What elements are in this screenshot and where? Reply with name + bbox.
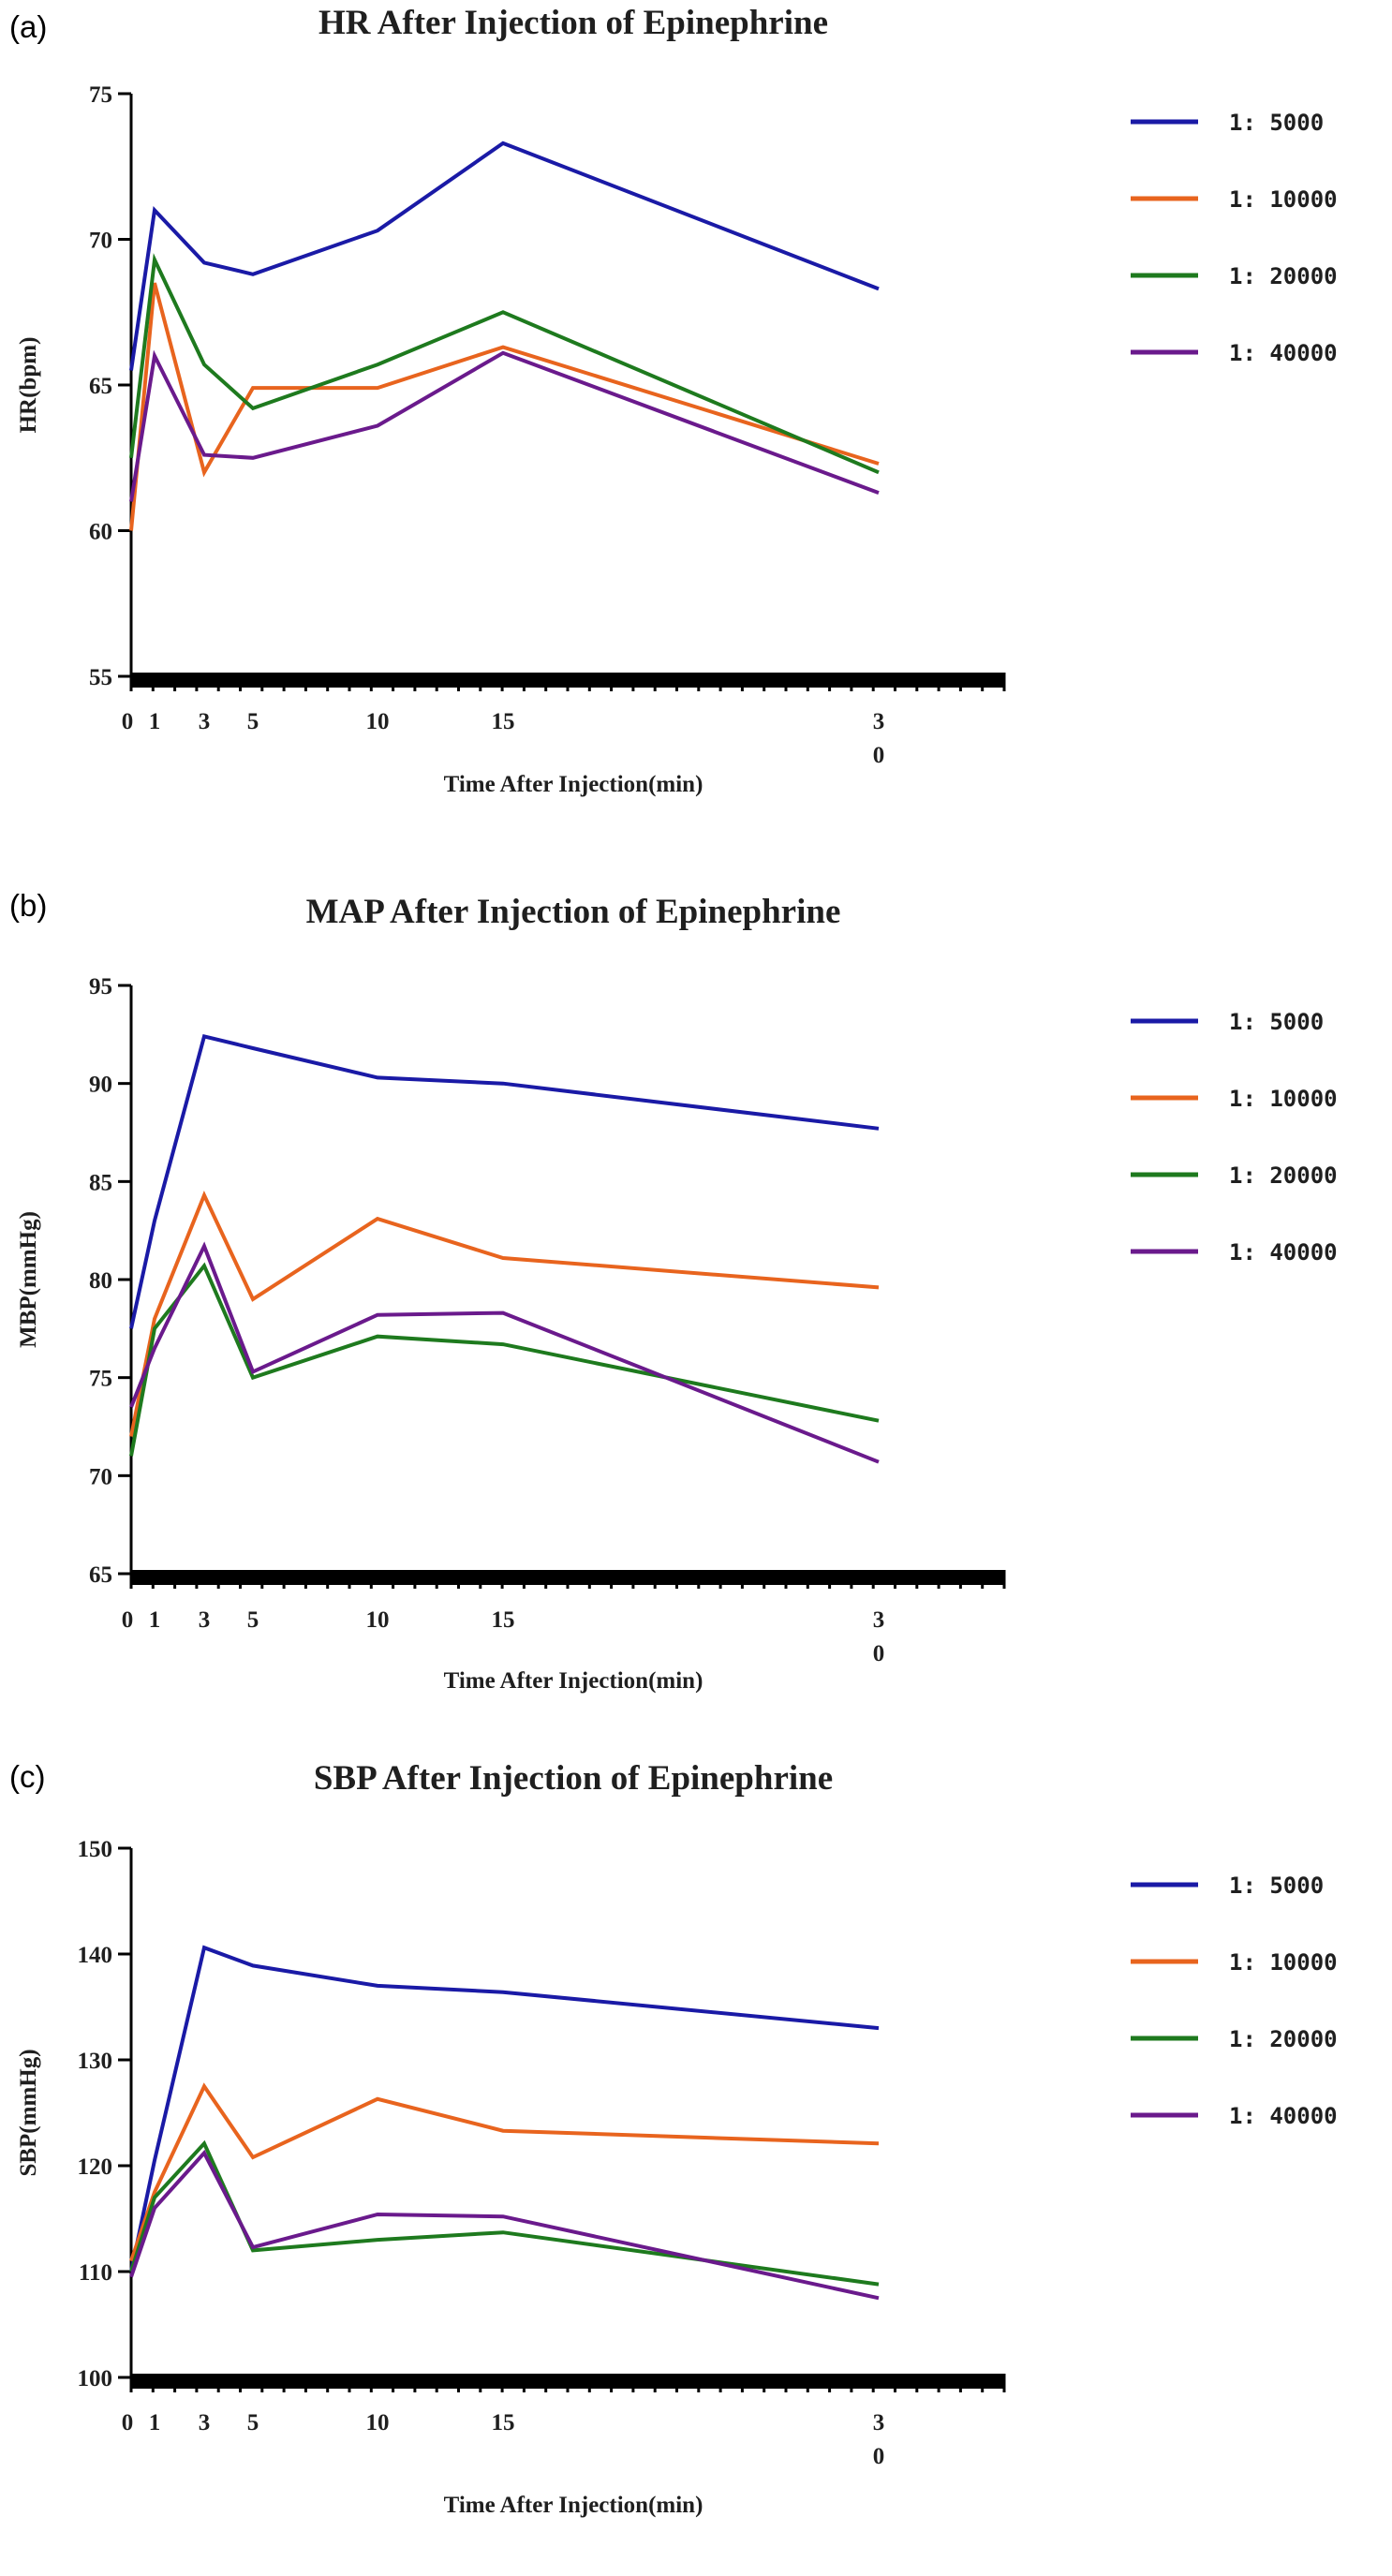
y-tick-label: 70 [89,229,112,254]
chart-panel: (b) MAP After Injection of Epinephrine 65 7… [9,888,1338,1694]
y-axis-label: SBP(mmHg) [16,2049,41,2176]
series-line [129,253,880,475]
y-tick-label: 70 [89,1464,112,1489]
x-tick-label: 3 [873,2410,885,2435]
chart-panel: (a) HR After Injection of Epinephrine 55 60… [9,4,1338,797]
x-tick-label: 5 [247,1607,259,1633]
legend-label: 1: 10000 [1229,186,1338,213]
x-tick-label: 15 [492,1607,515,1633]
legend-label: 1: 10000 [1229,1949,1338,1976]
x-tick-label: 10 [366,709,390,734]
chart-title: MAP After Injection of Epinephrine [306,893,841,931]
y-tick-label: 95 [89,974,112,999]
x-tick-label: 0 [122,2410,134,2435]
x-tick-label: 3 [873,709,885,734]
series-line [129,2149,880,2301]
y-axis-label: MBP(mmHg) [16,1211,41,1348]
panel-letter: (b) [9,888,47,923]
y-tick-label: 110 [79,2260,112,2286]
legend-label: 1: 20000 [1229,2026,1338,2052]
x-tick-label: 3 [199,709,211,734]
x-tick-label: 3 [199,1607,211,1633]
series-line [129,2082,880,2262]
x-tick-label: 1 [149,709,161,734]
x-tick-label: 10 [366,1607,390,1633]
x-tick-label: 0 [122,1607,134,1633]
x-tick-label: 0 [122,709,134,734]
x-tick-label: 15 [492,709,515,734]
series-line [129,1241,880,1464]
x-axis-label: Time After Injection(min) [444,1668,703,1694]
x-tick-label: 3 [199,2410,211,2435]
chart-title: SBP After Injection of Epinephrine [314,1759,833,1798]
legend-label: 1: 40000 [1229,340,1338,366]
legend-label: 1: 20000 [1229,263,1338,289]
series-line [129,1190,880,1437]
series-line [129,349,880,502]
x-tick-label: 1 [149,2410,161,2435]
legend-label: 1: 40000 [1229,1239,1338,1266]
x-axis-label: Time After Injection(min) [444,2493,703,2518]
x-tick-label: 0 [873,743,885,768]
legend-label: 1: 20000 [1229,1162,1338,1189]
series-line [129,282,880,531]
y-tick-label: 80 [89,1268,112,1294]
panel-letter: (a) [9,9,47,44]
y-tick-label: 85 [89,1170,112,1195]
y-tick-label: 90 [89,1073,112,1098]
y-tick-label: 55 [89,665,112,690]
y-tick-label: 65 [89,374,112,399]
series-line [129,2139,880,2287]
panel-letter: (c) [9,1759,45,1794]
x-tick-label: 5 [247,2410,259,2435]
y-tick-label: 75 [89,1367,112,1392]
series-line [129,1945,880,2273]
y-tick-label: 75 [89,82,112,108]
chart-title: HR After Injection of Epinephrine [318,4,828,42]
legend-label: 1: 5000 [1229,1009,1324,1035]
y-tick-label: 130 [78,2049,113,2074]
x-tick-label: 1 [149,1607,161,1633]
legend-label: 1: 5000 [1229,1873,1324,1899]
y-tick-label: 100 [78,2366,113,2391]
series-line [129,1262,880,1457]
y-tick-label: 65 [89,1562,112,1588]
x-tick-label: 3 [873,1607,885,1633]
y-axis-label: HR(bpm) [16,337,41,434]
chart-panel: (c) SBP After Injection of Epinephrine100… [9,1759,1338,2518]
x-axis-label: Time After Injection(min) [444,772,703,797]
x-tick-label: 10 [366,2410,390,2435]
x-tick-label: 15 [492,2410,515,2435]
x-tick-label: 5 [247,709,259,734]
series-line [129,1033,880,1329]
legend-label: 1: 40000 [1229,2103,1338,2129]
legend-label: 1: 5000 [1229,110,1324,136]
x-tick-label: 0 [873,2444,885,2469]
y-tick-label: 150 [78,1837,113,1862]
legend-label: 1: 10000 [1229,1086,1338,1112]
y-tick-label: 60 [89,520,112,545]
y-tick-label: 140 [78,1943,113,1968]
series-line [129,141,880,371]
x-tick-label: 0 [873,1641,885,1666]
y-tick-label: 120 [78,2154,113,2180]
